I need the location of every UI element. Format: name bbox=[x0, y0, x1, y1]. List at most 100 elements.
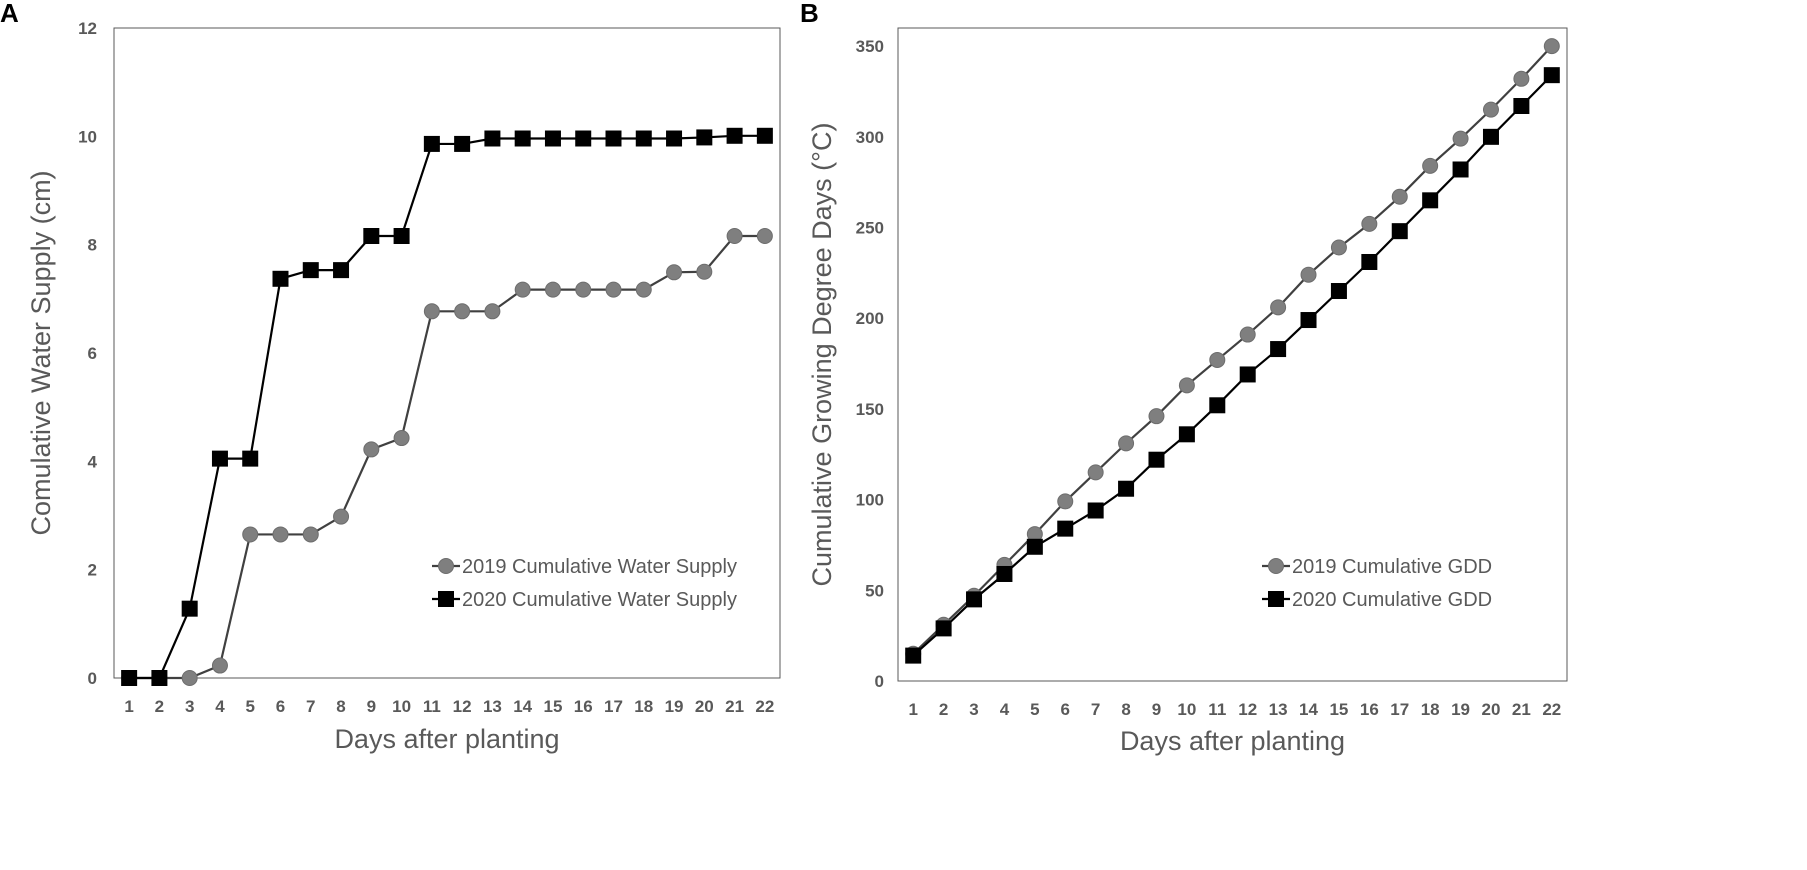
x-tick-label: 16 bbox=[1360, 700, 1379, 719]
data-point bbox=[211, 657, 228, 674]
data-point bbox=[1513, 70, 1530, 87]
panel-letter: A bbox=[0, 0, 19, 28]
data-point bbox=[242, 526, 259, 543]
data-point bbox=[454, 303, 471, 320]
data-point bbox=[1361, 215, 1378, 232]
data-point bbox=[1148, 408, 1165, 425]
data-point bbox=[696, 263, 713, 280]
plot-area-frame bbox=[113, 27, 781, 679]
x-tick-label: 14 bbox=[513, 697, 532, 716]
data-point bbox=[1148, 451, 1165, 468]
data-point bbox=[514, 281, 531, 298]
data-point bbox=[605, 281, 622, 298]
data-point bbox=[1209, 351, 1226, 368]
x-tick-label: 16 bbox=[574, 697, 593, 716]
data-point bbox=[1482, 101, 1499, 118]
data-point bbox=[211, 450, 228, 467]
data-point bbox=[905, 647, 922, 664]
legend-marker bbox=[1268, 558, 1284, 574]
series-line bbox=[912, 74, 1553, 657]
data-point bbox=[1361, 253, 1378, 270]
data-point bbox=[1543, 67, 1560, 84]
data-point bbox=[635, 130, 652, 147]
y-tick-label: 0 bbox=[88, 669, 97, 688]
y-tick-label: 150 bbox=[856, 400, 884, 419]
y-tick-label: 200 bbox=[856, 309, 884, 328]
data-point bbox=[1239, 366, 1256, 383]
x-tick-label: 13 bbox=[483, 697, 502, 716]
x-tick-label: 22 bbox=[1542, 700, 1561, 719]
x-tick-label: 21 bbox=[725, 697, 744, 716]
data-point bbox=[1482, 128, 1499, 145]
data-point bbox=[544, 130, 561, 147]
legend-label: 2020 Cumulative GDD bbox=[1292, 589, 1492, 611]
data-point bbox=[1330, 283, 1347, 300]
x-tick-label: 22 bbox=[755, 697, 774, 716]
x-tick-label: 3 bbox=[185, 697, 194, 716]
legend-marker bbox=[1268, 591, 1284, 607]
x-tick-label: 7 bbox=[306, 697, 315, 716]
legend-marker bbox=[438, 558, 454, 574]
x-tick-label: 19 bbox=[665, 697, 684, 716]
x-tick-label: 10 bbox=[392, 697, 411, 716]
y-tick-label: 0 bbox=[875, 672, 884, 691]
panel-letter: B bbox=[800, 0, 819, 28]
series-2019-cumulative-gdd bbox=[905, 38, 1560, 662]
data-point bbox=[1118, 480, 1135, 497]
x-axis-title: Days after planting bbox=[1120, 726, 1345, 756]
data-point bbox=[1422, 192, 1439, 209]
data-point bbox=[333, 508, 350, 525]
series-line bbox=[129, 234, 765, 680]
data-point bbox=[363, 228, 380, 244]
x-tick-label: 10 bbox=[1177, 700, 1196, 719]
x-tick-label: 9 bbox=[367, 697, 376, 716]
data-point bbox=[1118, 435, 1135, 452]
data-point bbox=[966, 591, 983, 608]
x-axis-title: Days after planting bbox=[334, 724, 559, 754]
y-axis-title: Cumulative Growing Degree Days (°C) bbox=[807, 123, 837, 587]
data-point bbox=[1543, 38, 1560, 55]
y-tick-label: 10 bbox=[78, 127, 97, 146]
y-tick-label: 300 bbox=[856, 128, 884, 147]
x-tick-label: 2 bbox=[155, 697, 164, 716]
data-point bbox=[1270, 299, 1287, 316]
data-point bbox=[666, 264, 683, 281]
x-tick-label: 15 bbox=[543, 697, 562, 716]
data-point bbox=[726, 127, 743, 144]
y-tick-label: 250 bbox=[856, 219, 884, 238]
legend-entry: 2019 Cumulative Water Supply bbox=[432, 556, 737, 578]
x-tick-label: 8 bbox=[1121, 700, 1130, 719]
data-point bbox=[272, 270, 289, 287]
x-tick-label: 20 bbox=[1482, 700, 1501, 719]
data-point bbox=[484, 130, 501, 147]
data-point bbox=[756, 228, 773, 244]
data-point bbox=[302, 262, 319, 279]
x-tick-label: 11 bbox=[1208, 700, 1226, 719]
data-point bbox=[575, 130, 592, 147]
legend-label: 2019 Cumulative Water Supply bbox=[462, 556, 737, 578]
x-tick-label: 18 bbox=[1421, 700, 1440, 719]
x-tick-label: 7 bbox=[1091, 700, 1100, 719]
series-line bbox=[129, 134, 765, 680]
x-tick-label: 20 bbox=[695, 697, 714, 716]
data-point bbox=[1513, 97, 1530, 114]
data-point bbox=[726, 228, 743, 244]
x-tick-label: 13 bbox=[1269, 700, 1288, 719]
data-point bbox=[544, 281, 561, 298]
data-point bbox=[935, 620, 952, 637]
data-point bbox=[1422, 157, 1439, 174]
y-tick-label: 6 bbox=[88, 344, 97, 363]
legend-entry: 2019 Cumulative GDD bbox=[1262, 556, 1492, 578]
data-point bbox=[1026, 538, 1043, 555]
data-point bbox=[484, 303, 501, 320]
x-tick-label: 1 bbox=[124, 697, 133, 716]
x-tick-label: 2 bbox=[939, 700, 948, 719]
data-point bbox=[121, 670, 138, 686]
x-tick-label: 12 bbox=[1238, 700, 1257, 719]
x-tick-label: 15 bbox=[1329, 700, 1348, 719]
data-point bbox=[393, 228, 410, 244]
data-point bbox=[1178, 377, 1195, 394]
y-tick-label: 350 bbox=[856, 37, 884, 56]
